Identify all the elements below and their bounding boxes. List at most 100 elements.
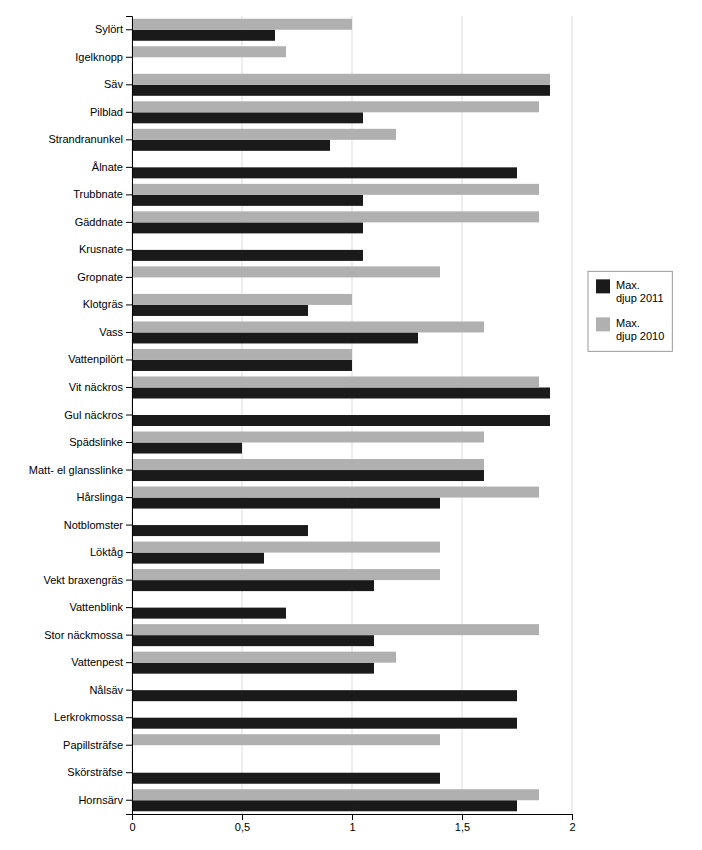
bar [132, 432, 484, 443]
tick-label: Vekt braxengräs [44, 574, 124, 586]
tick: 1,5 [455, 814, 470, 833]
bar [132, 74, 550, 85]
legend-label-line: djup 2011 [616, 292, 664, 304]
tick-label: Igelknopp [75, 51, 123, 63]
tick-label: Matt- el glansslinke [29, 464, 123, 476]
tick-mark [126, 745, 132, 746]
tick: Trubbnate [73, 188, 132, 200]
tick-label: Vattenblink [69, 601, 123, 613]
tick: 0,5 [235, 814, 250, 833]
grid [132, 16, 572, 814]
tick-label: Skörsträfse [67, 766, 123, 778]
tick-mark [462, 814, 463, 820]
tick: Hårslinga [77, 491, 132, 503]
tick-label: Löktåg [90, 546, 123, 558]
tick-mark [126, 525, 132, 526]
tick-label: Gäddnate [75, 216, 123, 228]
tick-label: Klotgräs [83, 298, 124, 310]
tick-mark [126, 387, 132, 388]
legend-label-line: Max. [616, 317, 640, 329]
tick-label: Gropnate [77, 271, 123, 283]
tick-label: Hårslinga [77, 491, 124, 503]
tick: Vekt braxengräs [44, 574, 133, 586]
bar [132, 734, 440, 745]
bar [132, 349, 352, 360]
tick: Strandranunkel [48, 133, 132, 145]
bar-series [132, 30, 550, 811]
bar [132, 376, 539, 387]
tick: Krusnate [79, 243, 132, 255]
tick: Klotgräs [83, 298, 132, 310]
tick-label: 0 [129, 821, 135, 833]
tick-label: Hornsärv [78, 794, 123, 806]
tick: Vattenblink [69, 601, 132, 613]
tick-mark [126, 29, 132, 30]
legend-label-line: djup 2010 [616, 330, 664, 342]
tick-label: Gul näckros [64, 409, 123, 421]
bar [132, 773, 440, 784]
tick-label: Trubbnate [73, 188, 123, 200]
tick-label: Ålnate [92, 161, 123, 173]
bar [132, 112, 363, 123]
bar [132, 459, 484, 470]
tick-mark [126, 139, 132, 140]
tick: Stor näckmossa [44, 629, 132, 641]
bar [132, 321, 484, 332]
bar [132, 542, 440, 553]
tick-mark [126, 662, 132, 663]
tick-mark [126, 304, 132, 305]
tick: Skörsträfse [67, 766, 132, 778]
legend-swatch [596, 279, 610, 293]
legend-box [588, 271, 672, 351]
tick-mark [126, 415, 132, 416]
bar [132, 800, 517, 811]
bar [132, 250, 363, 261]
legend-label: Max.djup 2010 [616, 317, 664, 342]
tick-label: Papillsträfse [63, 739, 123, 751]
bar [132, 305, 308, 316]
tick-mark [352, 814, 353, 820]
bar [132, 360, 352, 371]
bar [132, 663, 374, 674]
tick: Löktåg [90, 546, 132, 558]
tick: Papillsträfse [63, 739, 132, 751]
bar [132, 129, 396, 140]
bar [132, 498, 440, 509]
bar [132, 30, 275, 41]
tick: Vattenpest [71, 656, 132, 668]
tick-label: Stor näckmossa [44, 629, 124, 641]
chart-svg: 00,511,52SylörtIgelknoppSävPilbladStrand… [0, 0, 702, 850]
tick-mark [126, 772, 132, 773]
legend-item: Max.djup 2010 [596, 317, 664, 342]
tick-label: Pilblad [90, 106, 123, 118]
category-axis: Sylört Igelknopp Säv Pilblad Strandranunkel Å… [29, 17, 133, 815]
tick-label: Vit näckros [69, 381, 124, 393]
tick-mark [126, 57, 132, 58]
tick: Säv [104, 78, 132, 90]
bar [132, 569, 440, 580]
tick: Spädslinke [69, 436, 132, 448]
tick-mark [126, 470, 132, 471]
bar [132, 443, 242, 454]
tick: Lerkrokmossa [54, 711, 132, 723]
tick-mark [126, 222, 132, 223]
tick-mark [126, 552, 132, 553]
tick: 0 [129, 814, 135, 833]
tick: Gäddnate [75, 216, 132, 228]
tick-label: Spädslinke [69, 436, 123, 448]
tick-mark [126, 84, 132, 85]
tick-label: Sylört [95, 23, 123, 35]
tick: Gul näckros [64, 409, 132, 421]
tick-label: Lerkrokmossa [54, 711, 124, 723]
tick-mark [126, 167, 132, 168]
tick: Igelknopp [75, 51, 132, 63]
tick-mark [126, 332, 132, 333]
bar [132, 222, 363, 233]
value-axis: 00,511,52 [129, 814, 575, 833]
tick-mark [572, 814, 573, 820]
tick-label: Vattenpilört [68, 353, 123, 365]
bar [132, 470, 484, 481]
tick-mark [126, 277, 132, 278]
tick: Nålsäv [89, 684, 132, 696]
bar [132, 387, 550, 398]
